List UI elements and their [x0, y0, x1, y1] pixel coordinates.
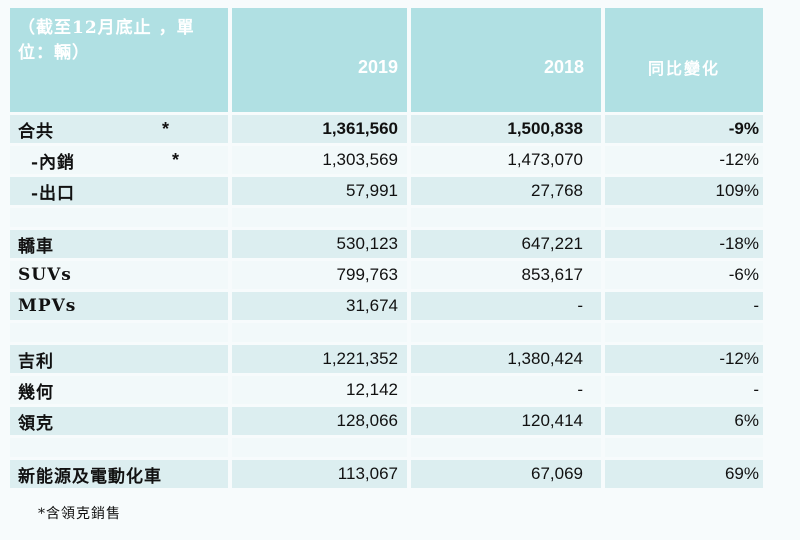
value-yoy-change: -12% — [605, 146, 763, 174]
row-label: 轎車 — [18, 236, 54, 257]
value-2018: 67,069 — [411, 460, 601, 488]
value-yoy-change: -6% — [605, 261, 763, 289]
value-2019: 1,303,569 — [232, 146, 407, 174]
value-2019 — [232, 323, 407, 342]
row-label: 合共 — [18, 121, 54, 142]
table-row: MPVs 31,674 - - — [10, 292, 763, 320]
value-2018: 1,500,838 — [411, 115, 601, 143]
value-yoy-change: 69% — [605, 460, 763, 488]
row-label: -出口 — [31, 183, 76, 204]
value-yoy-change: - — [605, 292, 763, 320]
value-2018: - — [411, 292, 601, 320]
row-label: SUVs — [18, 265, 72, 285]
value-2018: 647,221 — [411, 230, 601, 258]
table-row: 合共 * 1,361,560 1,500,838 -9% — [10, 115, 763, 143]
value-2018 — [411, 323, 601, 342]
table-row: -內銷 * 1,303,569 1,473,070 -12% — [10, 146, 763, 174]
value-2019 — [232, 208, 407, 227]
table-row: 領克 128,066 120,414 6% — [10, 407, 763, 435]
value-2019: 57,991 — [232, 177, 407, 205]
header-period-unit: （截至12月底止 ，單位：輛） — [10, 8, 228, 112]
table-row: -出口 57,991 27,768 109% — [10, 177, 763, 205]
value-yoy-change: -18% — [605, 230, 763, 258]
value-yoy-change — [605, 208, 763, 227]
table-row: 新能源及電動化車 113,067 67,069 69% — [10, 460, 763, 488]
row-label: 幾何 — [18, 382, 54, 403]
value-2018 — [411, 208, 601, 227]
value-2019: 128,066 — [232, 407, 407, 435]
row-label: -內銷 — [31, 152, 76, 173]
value-2019: 31,674 — [232, 292, 407, 320]
value-yoy-change — [605, 438, 763, 457]
asterisk-mark: * — [162, 119, 171, 139]
value-yoy-change — [605, 323, 763, 342]
table-row: 吉利 1,221,352 1,380,424 -12% — [10, 345, 763, 373]
value-2018: 853,617 — [411, 261, 601, 289]
header-row: （截至12月底止 ，單位：輛） 2019 2018 同比變化 — [10, 8, 763, 112]
value-2019: 1,221,352 — [232, 345, 407, 373]
footnote: *含領克銷售 — [38, 506, 121, 522]
value-yoy-change: - — [605, 376, 763, 404]
value-2018 — [411, 438, 601, 457]
value-2019: 1,361,560 — [232, 115, 407, 143]
sales-report-page: （截至12月底止 ，單位：輛） 2019 2018 同比變化 合共 * 1,36… — [0, 5, 800, 540]
value-2018: - — [411, 376, 601, 404]
table-row: 幾何 12,142 - - — [10, 376, 763, 404]
value-2019: 113,067 — [232, 460, 407, 488]
spacer-row — [10, 438, 763, 457]
value-yoy-change: -12% — [605, 345, 763, 373]
spacer-row — [10, 208, 763, 227]
value-2019: 530,123 — [232, 230, 407, 258]
value-2019 — [232, 438, 407, 457]
table-row: 轎車 530,123 647,221 -18% — [10, 230, 763, 258]
value-yoy-change: 109% — [605, 177, 763, 205]
value-2019: 799,763 — [232, 261, 407, 289]
row-label: 吉利 — [18, 351, 54, 372]
value-yoy-change: -9% — [605, 115, 763, 143]
header-yoy-change: 同比變化 — [605, 8, 763, 112]
header-year-2019: 2019 — [232, 8, 407, 112]
value-2018: 27,768 — [411, 177, 601, 205]
value-2018: 1,380,424 — [411, 345, 601, 373]
value-2018: 1,473,070 — [411, 146, 601, 174]
value-yoy-change: 6% — [605, 407, 763, 435]
spacer-row — [10, 323, 763, 342]
row-label: MPVs — [18, 296, 77, 316]
table-row: SUVs 799,763 853,617 -6% — [10, 261, 763, 289]
row-label: 領克 — [18, 413, 54, 434]
sales-table: （截至12月底止 ，單位：輛） 2019 2018 同比變化 合共 * 1,36… — [6, 5, 767, 491]
asterisk-mark: * — [172, 150, 181, 170]
row-label: 新能源及電動化車 — [18, 466, 162, 487]
value-2018: 120,414 — [411, 407, 601, 435]
value-2019: 12,142 — [232, 376, 407, 404]
header-year-2018: 2018 — [411, 8, 601, 112]
